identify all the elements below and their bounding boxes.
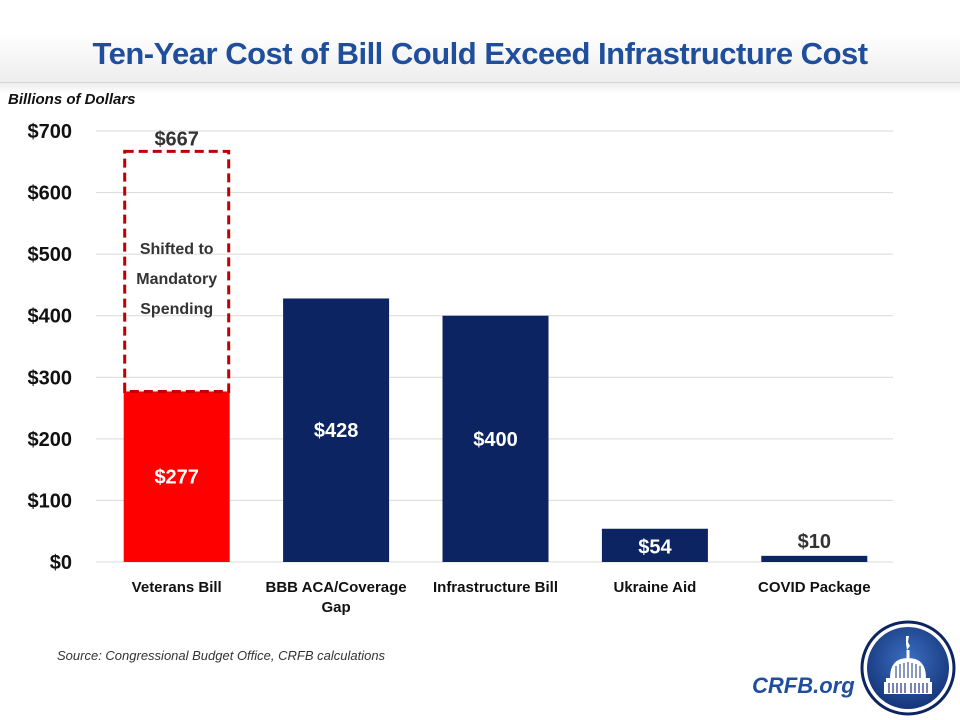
y-axis-units-label: Billions of Dollars: [8, 91, 136, 108]
y-tick-label: $400: [28, 306, 73, 328]
bars: [123, 298, 868, 562]
annotation-text: Spending: [140, 301, 213, 318]
value-label: $54: [638, 536, 672, 558]
bar: [761, 555, 868, 562]
value-label: $400: [473, 429, 518, 451]
value-label: $277: [154, 467, 199, 489]
y-axis-ticks: $0 $100 $200 $300 $400 $500 $600 $700: [28, 121, 73, 574]
bar: [123, 391, 230, 562]
value-label: $428: [314, 420, 359, 442]
y-tick-label: $600: [28, 183, 73, 205]
source-note: Source: Congressional Budget Office, CRF…: [57, 648, 386, 663]
x-axis-labels: Veterans Bill BBB ACA/Coverage Gap Infrastr…: [132, 579, 871, 616]
x-tick-label: Ukraine Aid: [613, 579, 696, 596]
annotation: $667 Shifted to Mandatory Spending: [123, 128, 231, 393]
bar: [601, 528, 708, 562]
value-labels: $277 $428 $400 $54 $10: [154, 420, 831, 558]
x-tick-label: Infrastructure Bill: [433, 579, 558, 596]
annotation-total-label: $667: [154, 128, 199, 150]
brand-link[interactable]: CRFB.org: [752, 673, 855, 698]
y-tick-label: $300: [28, 367, 73, 389]
annotation-text: Shifted to: [140, 241, 214, 258]
x-tick-label: COVID Package: [758, 579, 871, 596]
capitol-dome-icon: [860, 620, 956, 716]
y-tick-label: $700: [28, 121, 73, 143]
y-tick-label: $100: [28, 490, 73, 512]
x-tick-label: Gap: [322, 599, 351, 616]
y-tick-label: $200: [28, 429, 73, 451]
bar: [283, 298, 390, 562]
bar: [442, 315, 549, 562]
x-tick-label: Veterans Bill: [132, 579, 222, 596]
dashed-outline-box: [123, 149, 231, 393]
value-label: $10: [798, 531, 831, 553]
y-tick-label: $500: [28, 244, 73, 266]
annotation-text: Mandatory: [136, 271, 217, 288]
title-band: [0, 0, 960, 93]
x-tick-label: BBB ACA/Coverage: [266, 579, 407, 596]
chart-title: Ten-Year Cost of Bill Could Exceed Infra…: [92, 36, 868, 71]
y-tick-label: $0: [50, 552, 72, 574]
